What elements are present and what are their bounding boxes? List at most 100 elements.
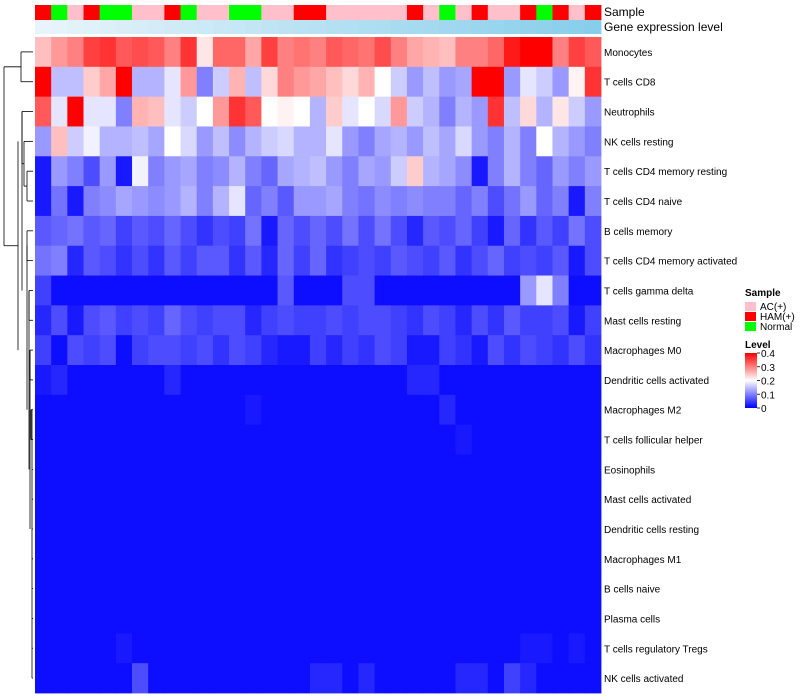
heatmap-cell <box>358 573 375 604</box>
heatmap-cell <box>503 126 521 157</box>
heatmap-cell <box>180 37 198 68</box>
heatmap-cell <box>439 156 456 187</box>
sample-track-cell <box>277 5 295 20</box>
heatmap-cell <box>471 633 489 664</box>
sample-track-cell <box>115 5 133 20</box>
heatmap-cell <box>229 663 246 694</box>
heatmap-cell <box>245 126 262 157</box>
heatmap-cell <box>180 245 198 276</box>
heatmap-cell <box>455 365 473 396</box>
gene-expression-track-cell <box>67 20 84 34</box>
heatmap-cell <box>552 365 570 396</box>
heatmap-cell <box>536 633 553 664</box>
heatmap-cell <box>180 454 198 485</box>
heatmap-cell <box>277 365 295 396</box>
gene-expression-track-cell <box>326 20 343 34</box>
heatmap-cell <box>326 245 343 276</box>
heatmap-cell <box>83 186 101 217</box>
heatmap-cell <box>455 186 473 217</box>
heatmap-cell <box>390 186 408 217</box>
heatmap-cell <box>309 96 327 127</box>
heatmap-cell <box>568 156 586 187</box>
heatmap-cell <box>277 424 295 455</box>
legend-level-colorbar <box>745 353 757 408</box>
heatmap-cell <box>374 633 392 664</box>
heatmap-cell <box>406 245 424 276</box>
heatmap-cell <box>326 335 343 366</box>
heatmap-cell <box>423 305 440 336</box>
heatmap-cell <box>568 37 586 68</box>
heatmap-cell <box>51 454 68 485</box>
sample-track-cell <box>423 5 440 20</box>
heatmap-cell <box>115 514 133 545</box>
heatmap-cell <box>67 543 84 575</box>
heatmap-cell <box>358 543 375 575</box>
heatmap-cell <box>229 424 246 455</box>
heatmap-cell <box>132 305 149 336</box>
heatmap-cell <box>212 603 230 634</box>
heatmap-cell <box>245 484 262 515</box>
heatmap-cell <box>406 335 424 366</box>
heatmap-cell <box>455 633 473 664</box>
heatmap-cell <box>164 603 181 634</box>
heatmap-cell <box>439 394 456 426</box>
heatmap-cell <box>552 603 570 634</box>
heatmap-cell <box>471 543 489 575</box>
heatmap-cell <box>67 275 84 306</box>
heatmap-cell <box>245 514 262 545</box>
heatmap-cell <box>326 514 343 545</box>
heatmap-cell <box>99 335 117 366</box>
heatmap-cell <box>67 335 84 366</box>
heatmap-cell <box>164 424 181 455</box>
heatmap-cell <box>326 275 343 306</box>
heatmap-cell <box>584 394 602 426</box>
heatmap-cell <box>439 245 456 276</box>
heatmap-cell <box>83 156 101 187</box>
heatmap-cell <box>374 305 392 336</box>
heatmap-cell <box>374 663 392 694</box>
heatmap-cell <box>423 365 440 396</box>
heatmap-cell <box>99 603 117 634</box>
heatmap-cell <box>148 484 165 515</box>
heatmap-cell <box>115 603 133 634</box>
heatmap-cell <box>503 454 521 485</box>
heatmap-cell <box>520 424 537 455</box>
heatmap-cell <box>342 245 359 276</box>
heatmap-cell <box>406 454 424 485</box>
heatmap-cell <box>503 603 521 634</box>
heatmap-cell <box>358 186 375 217</box>
heatmap-cell <box>374 215 392 247</box>
heatmap-cell <box>99 37 117 68</box>
heatmap-cell <box>552 633 570 664</box>
heatmap-cell <box>196 424 214 455</box>
heatmap-cell <box>83 603 101 634</box>
heatmap-cell <box>196 156 214 187</box>
heatmap-cell <box>229 365 246 396</box>
sample-track-cell <box>358 5 375 20</box>
heatmap-cell <box>212 394 230 426</box>
heatmap-cell <box>148 186 165 217</box>
heatmap-cell <box>584 215 602 247</box>
heatmap-cell <box>439 365 456 396</box>
heatmap-cell <box>293 245 311 276</box>
heatmap-cell <box>406 633 424 664</box>
heatmap-cell <box>293 96 311 127</box>
heatmap-cell <box>229 156 246 187</box>
heatmap-cell <box>277 454 295 485</box>
sample-track-cell <box>520 5 537 20</box>
heatmap-cell <box>132 663 149 694</box>
heatmap-cell <box>293 275 311 306</box>
heatmap-cell <box>487 156 505 187</box>
heatmap-cell <box>67 37 84 68</box>
sample-track-cell <box>552 5 570 20</box>
heatmap-cell <box>406 305 424 336</box>
heatmap-cell <box>229 454 246 485</box>
heatmap-cell <box>35 394 52 426</box>
heatmap-cell <box>277 245 295 276</box>
heatmap-cell <box>423 633 440 664</box>
heatmap-cell <box>374 603 392 634</box>
heatmap-cell <box>245 37 262 68</box>
heatmap-cell <box>261 365 278 396</box>
heatmap-cell <box>212 335 230 366</box>
heatmap-cell <box>293 126 311 157</box>
